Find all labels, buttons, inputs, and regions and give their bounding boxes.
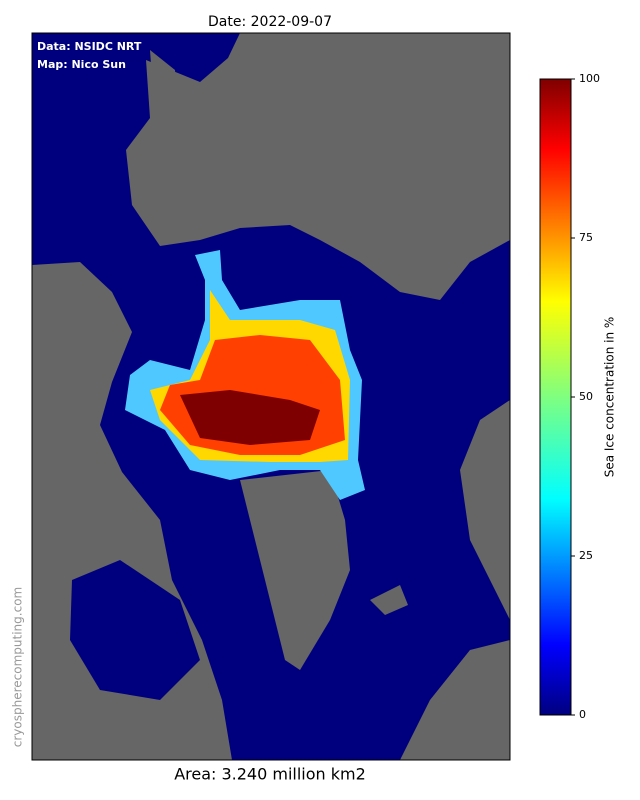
colorbar-tick-label: 0 bbox=[579, 708, 586, 721]
colorbar-label: Sea Ice concentration in % bbox=[603, 317, 617, 478]
colorbar-tick-label: 100 bbox=[579, 72, 600, 85]
map-frame bbox=[31, 32, 511, 761]
colorbar-tick-label: 50 bbox=[579, 390, 593, 403]
colorbar-ticks: 0 25 50 75 100 bbox=[571, 72, 600, 721]
map bbox=[32, 33, 510, 760]
colorbar bbox=[539, 78, 572, 716]
annotation: Map: Nico Sun bbox=[37, 58, 126, 71]
colorbar-tick-label: 75 bbox=[579, 231, 593, 244]
annotation: Data: NSIDC NRT bbox=[37, 40, 142, 53]
watermark: cryospherecomputing.com bbox=[11, 587, 25, 747]
title: Date: 2022-09-07 bbox=[208, 14, 332, 30]
colorbar-tick-label: 25 bbox=[579, 549, 593, 562]
footer: Area: 3.240 million km2 bbox=[174, 765, 366, 784]
